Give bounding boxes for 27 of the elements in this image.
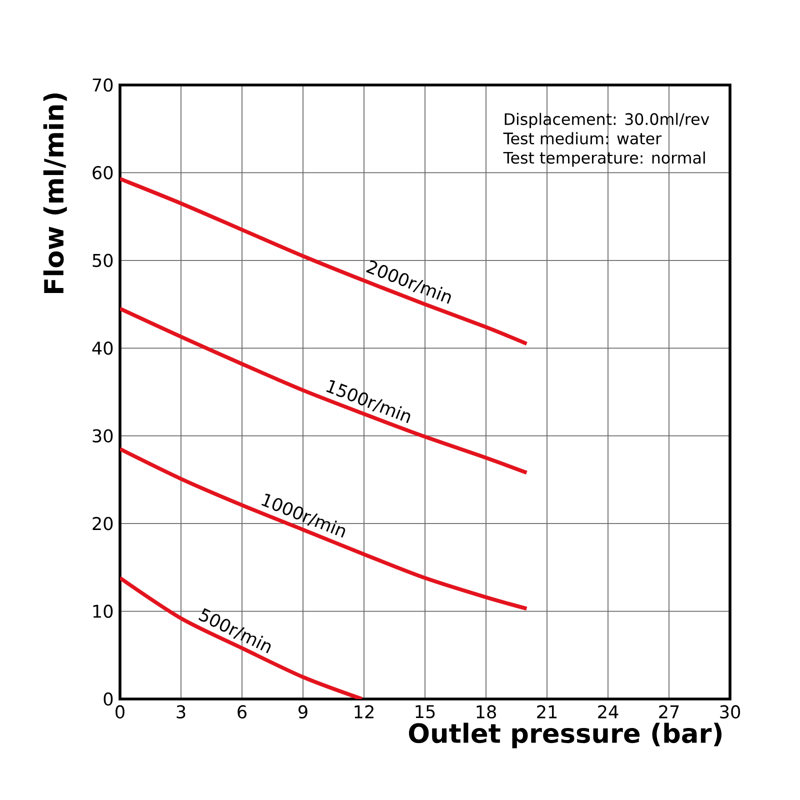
y-tick-label: 60	[92, 166, 113, 180]
y-tick-label: 20	[92, 516, 113, 530]
annotation: Test medium: water	[503, 132, 662, 144]
x-tick-label: 27	[659, 705, 679, 718]
x-tick-label: 3	[176, 705, 186, 718]
x-tick-label: 9	[298, 705, 308, 718]
x-tick-label: 24	[598, 705, 618, 718]
x-tick-label: 15	[416, 705, 435, 718]
y-axis-title: Flow (ml/min)	[43, 93, 67, 293]
y-tick-label: 30	[92, 429, 113, 442]
annotation: Test temperature: normal	[503, 152, 705, 167]
y-tick-label: 50	[92, 254, 113, 268]
annotation: Displacement: 30.0ml/rev	[504, 112, 710, 128]
x-tick-label: 6	[238, 705, 246, 718]
y-tick-label: 10	[93, 604, 113, 618]
y-tick-label: 40	[92, 341, 113, 355]
x-tick-label: 21	[537, 705, 557, 718]
line-series	[120, 306, 529, 475]
x-tick-label: 18	[476, 705, 496, 718]
y-tick-label: 70	[92, 78, 113, 92]
x-axis-title: Outlet pressure (bar)	[408, 722, 722, 748]
line-series	[120, 576, 364, 699]
x-tick-label: 30	[720, 705, 740, 718]
y-tick-label: 0	[104, 692, 113, 706]
line-series	[120, 176, 529, 346]
x-tick-label: 12	[354, 705, 374, 718]
x-tick-label: 0	[116, 705, 124, 718]
